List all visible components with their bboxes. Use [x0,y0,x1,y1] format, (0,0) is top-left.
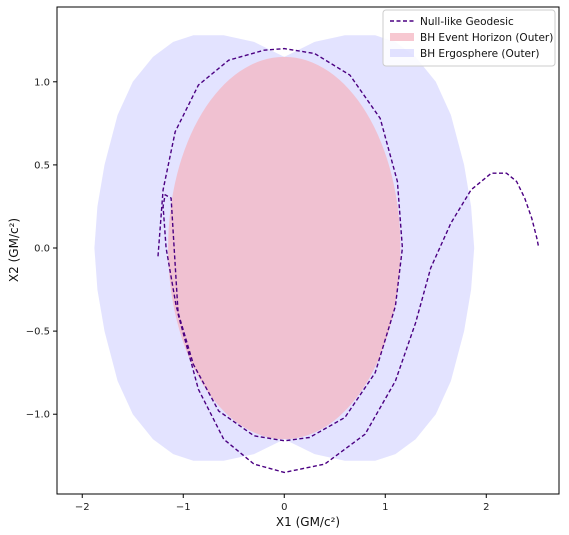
x-axis-label: X1 (GM/c²) [276,515,340,529]
geodesic-line [157,47,540,474]
lines-layer [157,47,540,474]
fills-layer [94,35,475,461]
y-tick-label: −1.0 [26,410,50,421]
y-tick-label: 1.0 [34,77,50,88]
legend-swatch-ergosphere [390,49,414,57]
x-axis: −2 −1 0 1 2 [75,494,489,513]
legend-label-ergosphere: BH Ergosphere (Outer) [420,48,539,60]
legend-label-geodesic: Null-like Geodesic [420,16,514,28]
y-tick-label: 0.5 [34,160,50,171]
y-tick-label: −0.5 [26,327,50,338]
plot-area [94,35,540,474]
plot-frame [56,6,560,495]
x-tick-label: 2 [483,502,489,513]
legend-swatch-event-horizon [390,33,414,41]
x-tick-label: −1 [176,502,191,513]
event-horizon-fill [168,56,401,440]
y-axis-label: X2 (GM/c²) [7,218,21,282]
x-tick-label: 1 [382,502,388,513]
x-tick-label: 0 [281,502,287,513]
y-tick-label: 0.0 [34,244,50,255]
legend: Null-like Geodesic BH Event Horizon (Out… [382,9,556,67]
legend-label-event-horizon: BH Event Horizon (Outer) [420,32,553,44]
legend-box [382,9,556,67]
x-tick-label: −2 [75,502,90,513]
y-axis: −1.0 −0.5 0.0 0.5 1.0 [26,77,57,421]
